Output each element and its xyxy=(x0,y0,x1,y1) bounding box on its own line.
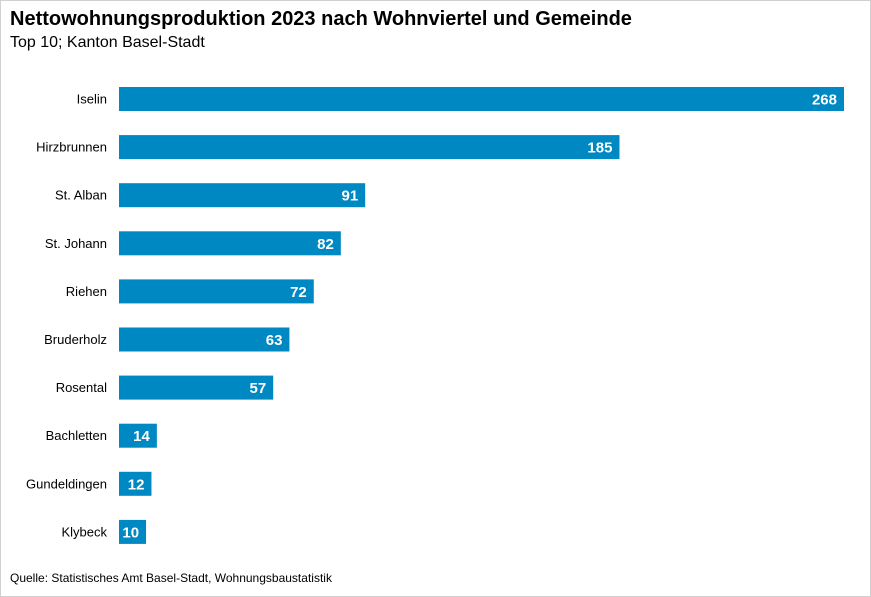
category-label: St. Alban xyxy=(55,188,107,203)
chart-title: Nettowohnungsproduktion 2023 nach Wohnvi… xyxy=(10,8,632,30)
bar xyxy=(119,183,366,208)
data-label: 57 xyxy=(250,380,267,397)
category-label: Bachletten xyxy=(46,428,107,443)
data-label: 14 xyxy=(133,428,150,445)
category-label: Rosental xyxy=(56,380,107,395)
bar xyxy=(119,279,314,304)
data-label: 82 xyxy=(317,236,334,253)
bar xyxy=(119,327,290,352)
data-label: 72 xyxy=(290,284,307,301)
category-label: Klybeck xyxy=(61,524,107,539)
bar xyxy=(119,231,341,256)
bar xyxy=(119,423,157,448)
data-label: 63 xyxy=(266,332,283,349)
category-label: Hirzbrunnen xyxy=(36,140,107,155)
bar xyxy=(119,135,620,160)
category-label: Bruderholz xyxy=(44,332,107,347)
bar xyxy=(119,519,147,544)
bar xyxy=(119,87,844,111)
bar xyxy=(119,471,152,496)
data-label: 91 xyxy=(341,188,358,205)
data-label: 185 xyxy=(587,140,612,157)
category-label: Riehen xyxy=(66,284,107,299)
chart-subtitle: Top 10; Kanton Basel-Stadt xyxy=(10,34,205,51)
category-label: Gundeldingen xyxy=(26,476,107,491)
data-label: 12 xyxy=(128,476,145,493)
category-label: Iselin xyxy=(77,92,107,107)
data-label: 268 xyxy=(812,92,837,109)
data-label: 10 xyxy=(122,524,139,541)
source-note: Quelle: Statistisches Amt Basel-Stadt, W… xyxy=(10,571,332,585)
category-label: St. Johann xyxy=(45,236,107,251)
bar xyxy=(119,375,274,400)
